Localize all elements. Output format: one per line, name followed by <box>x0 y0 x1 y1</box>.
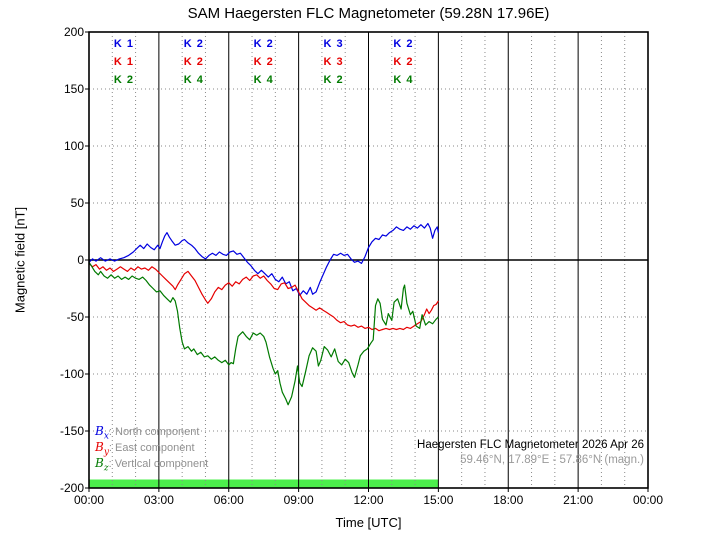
legend-label-vertical: Vertical component <box>114 458 209 470</box>
bz-symbol: Bz <box>95 456 109 474</box>
y-tick-label: 0 <box>77 253 84 267</box>
legend-item-north: Bx: North component <box>95 423 208 442</box>
k-index-value-bz: K 4 <box>183 74 204 86</box>
y-axis-label: Magnetic field [nT] <box>12 206 28 314</box>
legend-item-vertical: Bz: Vertical component <box>95 455 209 474</box>
y-tick-label: 50 <box>70 196 84 210</box>
k-index-value-bz: K 4 <box>253 74 274 86</box>
bx-symbol: Bx <box>95 424 109 442</box>
legend-separator: : <box>108 442 112 454</box>
k-index-value-by: K 1 <box>113 56 134 68</box>
x-tick-label: 15:00 <box>423 493 454 507</box>
k-index-value-bx: K 1 <box>113 38 134 50</box>
k-index-value-by: K 2 <box>253 56 274 68</box>
legend-item-east: By: East component <box>95 439 208 458</box>
chart-title: SAM Haegersten FLC Magnetometer (59.28N … <box>187 5 550 22</box>
legend-separator: : <box>108 458 112 470</box>
x-tick-label: 03:00 <box>143 493 174 507</box>
bx-series-line <box>88 222 439 296</box>
x-tick-label: 00:00 <box>73 493 105 507</box>
k-index-value-by: K 3 <box>323 56 344 68</box>
x-tick-label: 00:00 <box>632 493 664 507</box>
y-tick-label: 150 <box>63 82 84 96</box>
bz-series-line <box>88 261 439 406</box>
y-tick-label: -150 <box>59 424 84 438</box>
k-index-value-bx: K 2 <box>253 38 274 50</box>
by-series-line <box>88 262 439 332</box>
legend-label-east: East component <box>115 442 195 454</box>
x-tick-label: 21:00 <box>563 493 594 507</box>
annotation-coords-line: 59.46°N, 17.89°E - 57.86°N (magn.) <box>460 454 644 466</box>
availability-bar <box>89 479 439 488</box>
by-symbol: By <box>95 440 109 458</box>
legend: Bx: North component By: East component B… <box>95 423 209 474</box>
y-tick-label: -100 <box>59 367 84 381</box>
k-index-value-bz: K 2 <box>323 74 344 86</box>
k-index-value-by: K 2 <box>393 56 414 68</box>
x-tick-label: 12:00 <box>353 493 384 507</box>
legend-label-north: North component <box>115 426 200 438</box>
legend-separator: : <box>108 426 112 438</box>
x-tick-label: 06:00 <box>213 493 244 507</box>
k-index-value-bx: K 3 <box>323 38 344 50</box>
k-index-value-bx: K 2 <box>183 38 204 50</box>
k-index-value-bz: K 2 <box>113 74 134 86</box>
y-tick-label: 100 <box>63 139 84 153</box>
x-tick-label: 09:00 <box>283 493 314 507</box>
y-tick-label: -200 <box>59 481 84 495</box>
annotation-station-line: Haegersten FLC Magnetometer 2026 Apr 26 <box>417 439 644 451</box>
y-tick-label: -50 <box>66 310 84 324</box>
x-tick-label: 18:00 <box>493 493 524 507</box>
y-tick-label: 200 <box>63 25 84 39</box>
k-index-value-by: K 2 <box>183 56 204 68</box>
k-index-value-bx: K 2 <box>393 38 414 50</box>
station-annotation: Haegersten FLC Magnetometer 2026 Apr 26 … <box>417 438 644 468</box>
k-index-value-bz: K 4 <box>393 74 414 86</box>
x-axis-label: Time [UTC] <box>335 515 402 530</box>
